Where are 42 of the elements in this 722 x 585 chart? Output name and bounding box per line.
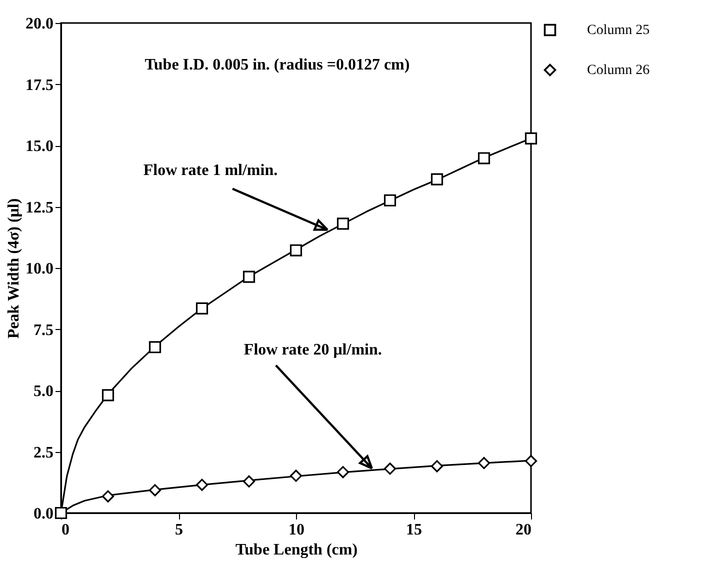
- x-axis-title: Tube Length (cm): [235, 542, 358, 558]
- point: [148, 484, 162, 496]
- x-tick-label: 0: [62, 522, 70, 538]
- point: [54, 506, 68, 520]
- point: [336, 218, 350, 230]
- point: [148, 341, 162, 354]
- legend-label: Column 25: [587, 23, 650, 38]
- y-tick-label: 12.5: [26, 199, 54, 216]
- y-tick-label: 5.0: [34, 383, 54, 400]
- point: [384, 462, 396, 475]
- point: [102, 490, 114, 502]
- point: [242, 270, 256, 283]
- point: [290, 470, 302, 482]
- y-tick-label: 17.5: [26, 76, 54, 94]
- point: [430, 460, 444, 472]
- annotation: Flow rate 1 ml/min.: [143, 162, 278, 179]
- point: [524, 455, 538, 468]
- y-tick-label: 15.0: [26, 138, 54, 155]
- y-tick-label: 20.0: [26, 16, 54, 32]
- point: [478, 456, 490, 470]
- x-tick-label: 5: [175, 522, 183, 538]
- y-tick-label: 10.0: [26, 260, 54, 278]
- point: [478, 152, 490, 164]
- point: [290, 244, 302, 256]
- legend-label: Column 26: [587, 63, 650, 78]
- x-tick-label: 20: [516, 522, 532, 538]
- point: [524, 132, 538, 144]
- point: [384, 194, 396, 206]
- x-tick-label: 15: [406, 522, 422, 538]
- point: [430, 173, 444, 186]
- y-tick-label: 2.5: [34, 444, 54, 462]
- point: [196, 478, 208, 491]
- y-tick-label: 0.0: [34, 506, 54, 522]
- point: [102, 389, 114, 402]
- point: [196, 302, 208, 314]
- point: [336, 466, 350, 478]
- x-tick-label: 10: [288, 522, 304, 538]
- point: [242, 475, 256, 488]
- annotation: Flow rate 20 μl/min.: [244, 341, 382, 358]
- y-axis-title: Peak Width (4σ) (μl): [6, 198, 22, 339]
- y-tick-label: 7.5: [34, 322, 54, 339]
- annotation: Tube I.D. 0.005 in. (radius =0.0127 cm): [144, 56, 410, 74]
